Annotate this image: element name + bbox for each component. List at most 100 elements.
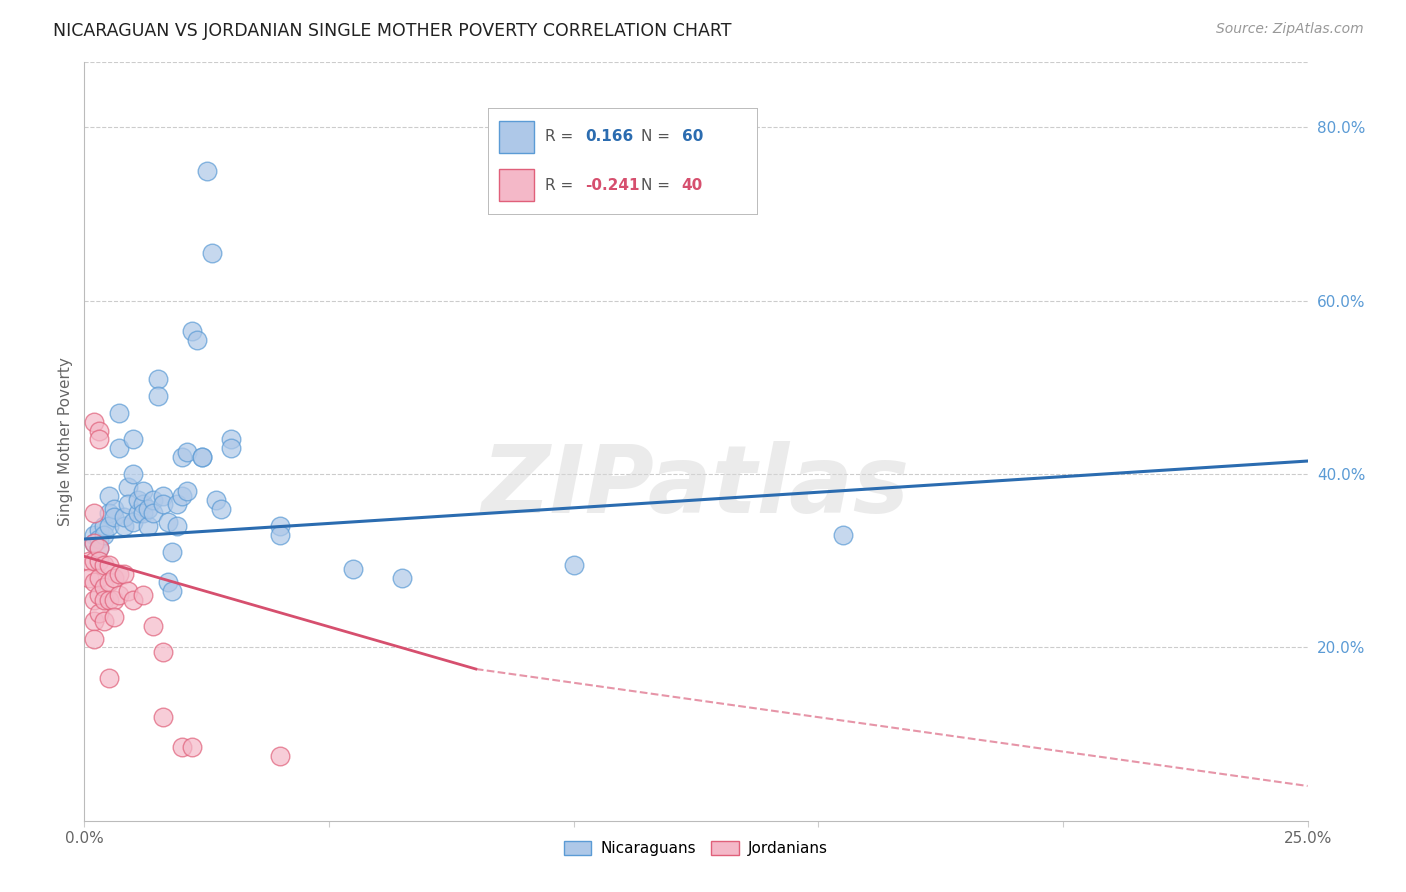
Point (83, 527, 105, 541)
Point (103, 571, 125, 585)
Point (391, 571, 413, 585)
Point (209, 501, 232, 516)
Point (142, 618, 165, 632)
Point (181, 739, 204, 754)
Point (219, 441, 242, 455)
Point (117, 480, 139, 494)
Point (87, 606, 110, 620)
Text: NICARAGUAN VS JORDANIAN SINGLE MOTHER POVERTY CORRELATION CHART: NICARAGUAN VS JORDANIAN SINGLE MOTHER PO… (53, 22, 733, 40)
Point (97, 671, 120, 685)
Point (87, 433, 110, 447)
Point (87, 554, 110, 568)
Point (122, 467, 145, 481)
Point (87, 424, 110, 438)
Y-axis label: Single Mother Poverty: Single Mother Poverty (58, 357, 73, 526)
Point (93, 519, 115, 533)
Point (172, 739, 194, 754)
Point (93, 615, 115, 629)
Point (831, 527, 853, 541)
Point (127, 506, 149, 520)
Point (97, 592, 120, 607)
Point (103, 592, 125, 607)
Point (83, 536, 105, 550)
Point (191, 450, 214, 464)
Point (97, 489, 120, 503)
Point (83, 575, 105, 590)
Point (83, 554, 105, 568)
Point (83, 506, 105, 520)
Text: ZIPatlas: ZIPatlas (482, 441, 910, 533)
Point (103, 610, 125, 624)
Point (191, 450, 214, 464)
Point (342, 562, 364, 576)
Point (136, 501, 159, 516)
Point (107, 406, 129, 420)
Point (93, 580, 115, 594)
Point (162, 545, 184, 559)
Point (219, 433, 242, 447)
Point (205, 493, 228, 508)
Point (87, 571, 110, 585)
Point (132, 484, 155, 499)
Point (87, 541, 110, 555)
Point (122, 433, 145, 447)
Point (122, 515, 145, 529)
Point (107, 441, 129, 455)
Point (83, 592, 105, 607)
Point (146, 389, 169, 403)
Point (127, 493, 149, 508)
Point (269, 748, 291, 763)
Point (97, 575, 120, 590)
Point (269, 527, 291, 541)
Point (152, 489, 174, 503)
Point (142, 506, 165, 520)
Point (132, 506, 155, 520)
Point (156, 575, 179, 590)
Point (152, 645, 174, 659)
Point (142, 493, 165, 508)
Point (97, 558, 120, 572)
Point (87, 588, 110, 602)
Point (176, 484, 198, 499)
Point (122, 592, 145, 607)
Point (87, 541, 110, 555)
Point (112, 566, 135, 581)
Point (93, 558, 115, 572)
Point (136, 519, 159, 533)
Point (77, 571, 100, 585)
Point (181, 324, 204, 338)
Point (83, 415, 105, 429)
Point (107, 588, 129, 602)
Point (83, 536, 105, 550)
Point (107, 566, 129, 581)
Point (93, 592, 115, 607)
Point (103, 510, 125, 524)
Point (152, 497, 174, 511)
Point (87, 524, 110, 538)
Point (562, 558, 585, 572)
Point (176, 445, 198, 459)
Point (156, 515, 179, 529)
Point (83, 632, 105, 646)
Point (97, 506, 120, 520)
Point (117, 584, 139, 599)
Point (132, 497, 155, 511)
Point (112, 510, 135, 524)
Point (186, 333, 208, 347)
Point (166, 519, 188, 533)
Point (269, 519, 291, 533)
Point (172, 489, 194, 503)
Point (200, 246, 222, 260)
Point (195, 163, 218, 178)
Legend: Nicaraguans, Jordanians: Nicaraguans, Jordanians (558, 835, 834, 863)
Point (87, 532, 110, 546)
Point (83, 615, 105, 629)
Point (97, 519, 120, 533)
Point (152, 709, 174, 723)
Point (132, 588, 155, 602)
Point (77, 554, 100, 568)
Point (103, 501, 125, 516)
Point (93, 527, 115, 541)
Point (117, 497, 139, 511)
Point (172, 450, 194, 464)
